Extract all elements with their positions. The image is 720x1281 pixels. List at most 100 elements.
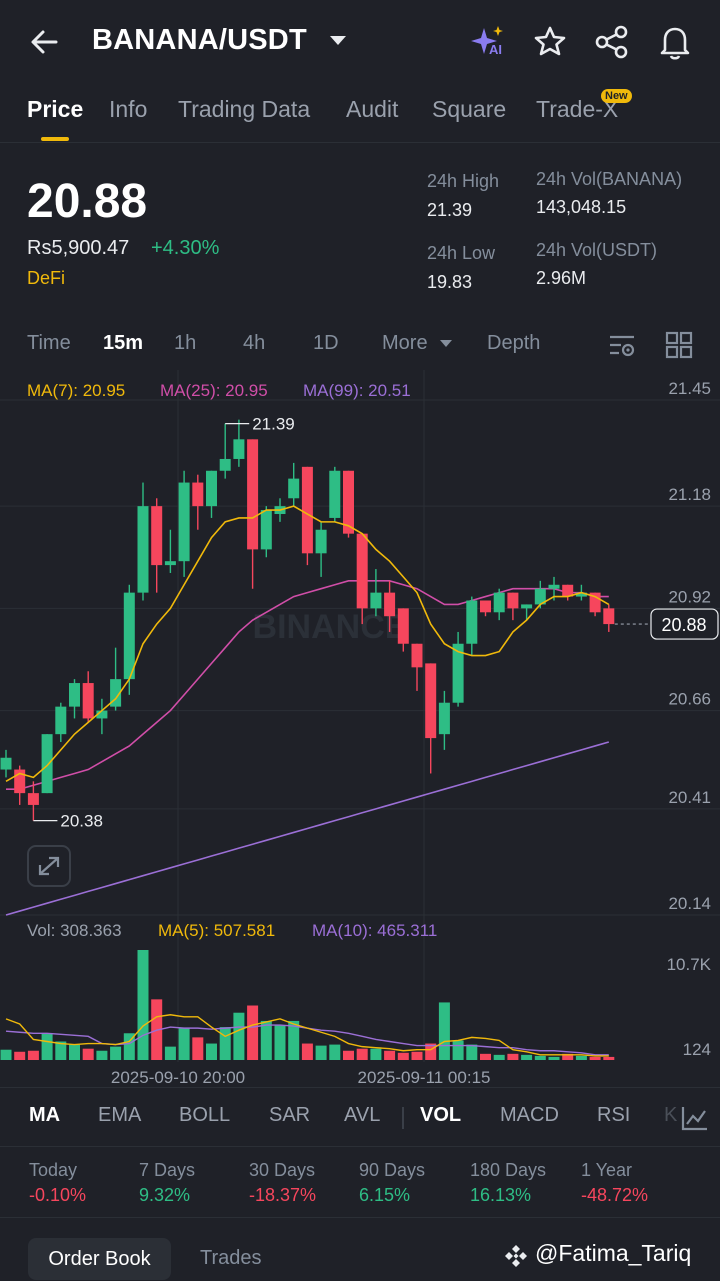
- volume-bar: [82, 1048, 94, 1060]
- share-icon[interactable]: [592, 20, 632, 64]
- candle-body: [493, 592, 505, 613]
- tab-info[interactable]: Info: [109, 96, 148, 122]
- volume-bar: [480, 1053, 491, 1060]
- interval-1h[interactable]: 1h: [174, 332, 197, 354]
- pair-dropdown-icon[interactable]: [330, 36, 346, 45]
- perf-value-7d: 9.32%: [139, 1185, 191, 1205]
- author-watermark: @Fatima_Tariq: [535, 1240, 692, 1266]
- indicator-ma[interactable]: MA: [29, 1104, 61, 1126]
- candle-body: [521, 604, 533, 609]
- trades-tab[interactable]: Trades: [200, 1247, 262, 1269]
- price-tick-label: 20.92: [668, 587, 711, 606]
- interval-1d[interactable]: 1D: [313, 332, 339, 354]
- pair-title[interactable]: BANANA/USDT: [92, 24, 307, 56]
- volume-bar: [219, 1027, 231, 1060]
- tab-audit[interactable]: Audit: [346, 96, 399, 122]
- volume-bar: [384, 1050, 396, 1060]
- low-marker-label: 20.38: [60, 812, 103, 831]
- indicator-vol[interactable]: VOL: [420, 1104, 462, 1126]
- volume-bar: [247, 1005, 259, 1060]
- volume-bar: [452, 1040, 464, 1060]
- volume-bar: [0, 1049, 12, 1060]
- ai-sparkle-icon[interactable]: AI: [470, 20, 510, 64]
- volume-bar: [110, 1046, 122, 1060]
- interval-15m[interactable]: 15m: [103, 332, 144, 354]
- perf-value-180d: 16.13%: [470, 1185, 532, 1205]
- order-book-tab[interactable]: Order Book: [28, 1238, 171, 1280]
- candle-body: [14, 769, 26, 794]
- vol-base-value: 143,048.15: [536, 197, 627, 217]
- volume-bar: [603, 1056, 615, 1060]
- ma7-path: [5, 505, 610, 783]
- fiat-price: Rs5,900.47: [27, 237, 130, 259]
- candle-body: [575, 592, 587, 597]
- indicator-kdj[interactable]: K: [664, 1104, 678, 1126]
- ma25-line: [6, 580, 609, 790]
- interval-4h[interactable]: 4h: [243, 332, 266, 354]
- indicator-rsi[interactable]: RSI: [597, 1104, 631, 1126]
- indicator-ema[interactable]: EMA: [98, 1104, 142, 1126]
- indicator-settings-icon[interactable]: [680, 1104, 710, 1132]
- indicator-boll[interactable]: BOLL: [179, 1104, 231, 1126]
- candle-body: [343, 470, 354, 534]
- perf-label-7d: 7 Days: [139, 1160, 196, 1180]
- interval-time[interactable]: Time: [27, 332, 71, 354]
- chart-settings-icon[interactable]: [607, 330, 637, 360]
- tab-trading-data[interactable]: Trading Data: [178, 96, 311, 122]
- category-tag[interactable]: DeFi: [27, 268, 66, 288]
- perf-label-today: Today: [29, 1160, 78, 1180]
- volume-bar: [438, 1002, 450, 1060]
- high-value: 21.39: [427, 200, 473, 220]
- volume-bar: [178, 1028, 190, 1060]
- candle-body: [247, 439, 259, 550]
- divider: [0, 1217, 720, 1218]
- volume-bar: [397, 1052, 409, 1060]
- volume-bar: [274, 1025, 286, 1060]
- indicator-sar[interactable]: SAR: [269, 1104, 311, 1126]
- last-price: 20.88: [27, 175, 148, 228]
- ma25-path: [6, 580, 609, 790]
- volume-bar: [329, 1044, 341, 1060]
- candle-body: [206, 470, 217, 507]
- indicator-avl[interactable]: AVL: [344, 1104, 381, 1126]
- candle-body: [562, 584, 574, 597]
- perf-label-180d: 180 Days: [470, 1160, 547, 1180]
- chart-grid: [0, 370, 720, 1062]
- tab-square[interactable]: Square: [432, 96, 507, 122]
- volume-bar: [137, 950, 149, 1060]
- layout-grid-icon[interactable]: [665, 331, 693, 359]
- candle-body: [69, 683, 80, 707]
- candle-body: [178, 482, 190, 562]
- price-tick-label: 20.66: [668, 690, 711, 709]
- active-tab-indicator: [41, 137, 69, 141]
- back-arrow-icon[interactable]: [26, 22, 66, 62]
- bell-alert-icon[interactable]: [655, 20, 695, 64]
- price-tick-label: 21.45: [668, 379, 711, 398]
- favorite-star-icon[interactable]: [530, 20, 570, 64]
- time-axis: 2025-09-10 20:00 2025-09-11 00:15: [111, 1068, 491, 1087]
- candle-body: [466, 600, 478, 644]
- volume-bar: [411, 1051, 423, 1060]
- volume-bar: [233, 1012, 245, 1060]
- candle-body: [55, 706, 67, 735]
- indicator-macd[interactable]: MACD: [500, 1104, 559, 1126]
- volume-tick-label: 10.7K: [667, 955, 712, 974]
- candle-body: [480, 600, 491, 613]
- volume-bar: [14, 1051, 26, 1060]
- candle-body: [41, 734, 53, 794]
- tab-price[interactable]: Price: [27, 96, 84, 122]
- ma99-path: [5, 741, 610, 916]
- volume-bar: [27, 1050, 39, 1060]
- more-caret-icon[interactable]: [440, 340, 452, 347]
- candle-body: [315, 529, 327, 554]
- candle-body: [110, 679, 122, 707]
- interval-more[interactable]: More: [382, 332, 428, 354]
- volume-bar: [288, 1020, 300, 1060]
- candlestick-chart[interactable]: BINANCE 21.45 21.18 20.92 20.66 20.41 20.14 2…: [0, 370, 720, 1092]
- ai-label: AI: [489, 42, 502, 57]
- volume-bar: [534, 1055, 546, 1060]
- vol-legend: Vol: 308.363: [27, 921, 122, 940]
- perf-label-1y: 1 Year: [581, 1160, 633, 1180]
- perf-value-90d: 6.15%: [359, 1185, 411, 1205]
- interval-depth[interactable]: Depth: [487, 332, 541, 354]
